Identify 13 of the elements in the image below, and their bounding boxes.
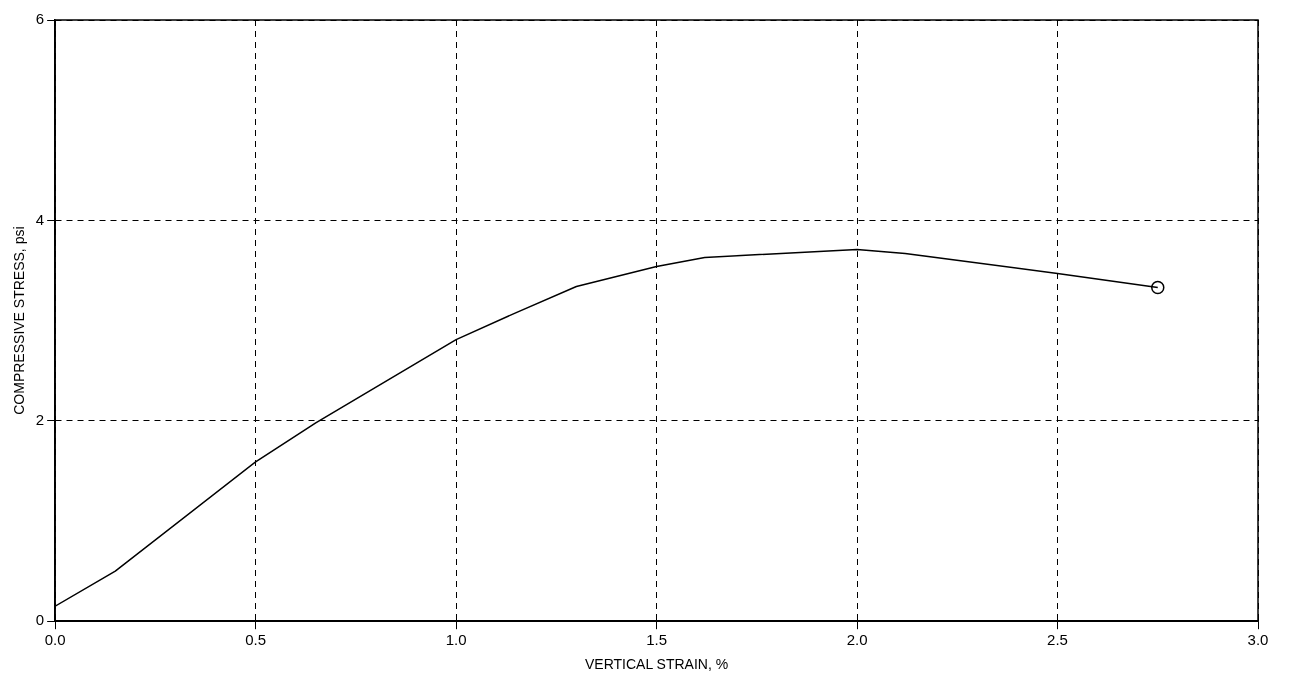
x-tick-label: 0.0 xyxy=(44,631,66,649)
y-axis-title: COMPRESSIVE STRESS, psi xyxy=(11,226,28,415)
x-tick-label: 1.5 xyxy=(646,631,667,649)
x-tick-label: 0.5 xyxy=(245,631,267,649)
x-axis-title: VERTICAL STRAIN, % xyxy=(584,656,729,673)
x-tick-label: 2.5 xyxy=(1047,631,1068,649)
y-tick-label: 2 xyxy=(35,410,45,428)
y-tick-label: 0 xyxy=(35,611,45,629)
x-tick-label: 3.0 xyxy=(1247,631,1269,649)
x-tick-label: 2.0 xyxy=(846,631,868,649)
x-tick-label: 1.0 xyxy=(445,631,467,649)
y-tick-label: 4 xyxy=(35,210,45,228)
y-tick-label: 6 xyxy=(35,10,45,28)
